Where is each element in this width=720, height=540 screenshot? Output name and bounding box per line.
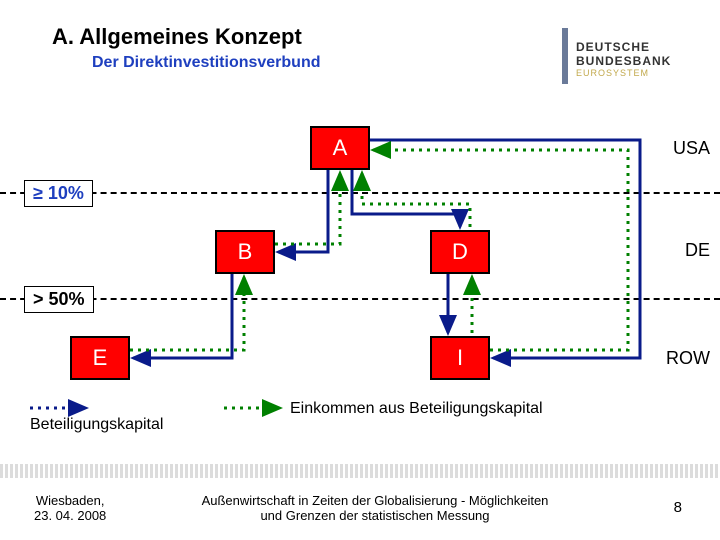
- footer-title-line2: und Grenzen der statistischen Messung: [260, 508, 489, 523]
- threshold-10: ≥ 10%: [24, 180, 93, 207]
- node-b-label: B: [238, 239, 253, 265]
- node-e: E: [70, 336, 130, 380]
- node-a-label: A: [333, 135, 348, 161]
- node-d: D: [430, 230, 490, 274]
- slide-title: A. Allgemeines Konzept: [52, 24, 302, 50]
- region-de: DE: [685, 240, 710, 261]
- legend-item-1: Beteiligungskapital: [30, 416, 163, 434]
- divider-2: [0, 298, 720, 300]
- footer-location: Wiesbaden,: [36, 493, 105, 508]
- logo-line3: EUROSYSTEM: [576, 68, 649, 78]
- legend-item-2: Einkommen aus Beteiligungskapital: [290, 400, 543, 418]
- region-usa: USA: [673, 138, 710, 159]
- region-row: ROW: [666, 348, 710, 369]
- node-b: B: [215, 230, 275, 274]
- page-number: 8: [674, 499, 682, 516]
- footer-title: Außenwirtschaft in Zeiten der Globalisie…: [150, 493, 600, 524]
- node-i: I: [430, 336, 490, 380]
- footer-location-date: Wiesbaden, 23. 04. 2008: [34, 493, 106, 524]
- divider-1: [0, 192, 720, 194]
- threshold-50: > 50%: [24, 286, 94, 313]
- node-d-label: D: [452, 239, 468, 265]
- slide-subtitle: Der Direktinvestitionsverbund: [92, 54, 321, 72]
- bundesbank-logo: DEUTSCHE BUNDESBANK EUROSYSTEM: [562, 34, 702, 82]
- footer-date: 23. 04. 2008: [34, 508, 106, 523]
- logo-line2: BUNDESBANK: [576, 54, 671, 68]
- node-i-label: I: [457, 345, 463, 371]
- node-e-label: E: [93, 345, 108, 371]
- bottom-tick-bar: [0, 464, 720, 478]
- footer-title-line1: Außenwirtschaft in Zeiten der Globalisie…: [202, 493, 549, 508]
- node-a: A: [310, 126, 370, 170]
- logo-line1: DEUTSCHE: [576, 40, 650, 54]
